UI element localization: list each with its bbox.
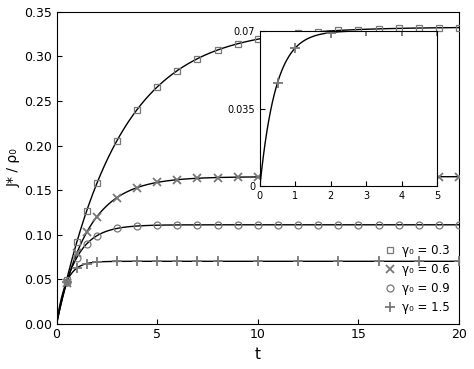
Y-axis label: J* / ρ₀: J* / ρ₀ [7,148,21,187]
Legend: γ₀ = 0.3, γ₀ = 0.6, γ₀ = 0.9, γ₀ = 1.5: γ₀ = 0.3, γ₀ = 0.6, γ₀ = 0.9, γ₀ = 1.5 [384,241,453,318]
X-axis label: t: t [255,347,261,362]
